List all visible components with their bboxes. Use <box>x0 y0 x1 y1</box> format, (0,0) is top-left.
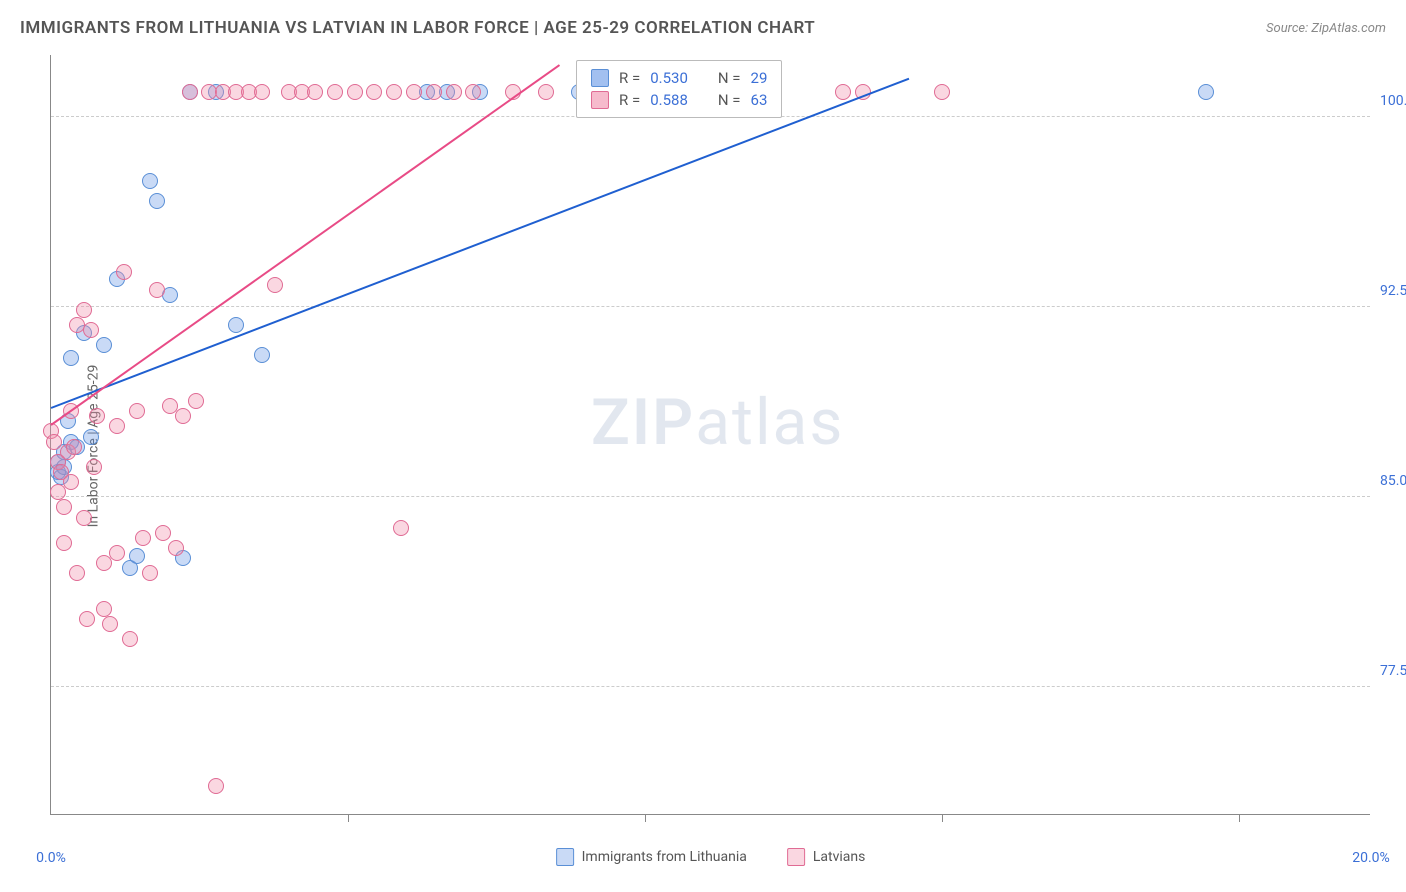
scatter-marker <box>129 403 145 419</box>
scatter-marker <box>86 459 102 475</box>
scatter-marker <box>109 418 125 434</box>
scatter-marker <box>83 429 99 445</box>
xtick-minor <box>645 814 646 822</box>
scatter-marker <box>135 530 151 546</box>
scatter-marker <box>69 565 85 581</box>
title-bar: IMMIGRANTS FROM LITHUANIA VS LATVIAN IN … <box>20 18 1386 38</box>
scatter-marker <box>168 540 184 556</box>
scatter-marker <box>96 337 112 353</box>
scatter-marker <box>102 616 118 632</box>
scatter-marker <box>347 84 363 100</box>
scatter-marker <box>76 302 92 318</box>
legend-label: Latvians <box>813 849 866 865</box>
r-value: 0.530 <box>650 69 688 87</box>
scatter-marker <box>96 555 112 571</box>
watermark: ZIPatlas <box>591 385 844 460</box>
trend-line <box>51 77 910 408</box>
scatter-marker <box>149 282 165 298</box>
scatter-marker <box>89 408 105 424</box>
scatter-marker <box>254 347 270 363</box>
stats-legend: R = 0.530 N = 29 R = 0.588 N = 63 <box>576 60 782 118</box>
scatter-marker <box>79 611 95 627</box>
scatter-marker <box>63 474 79 490</box>
scatter-marker <box>934 84 950 100</box>
scatter-marker <box>228 317 244 333</box>
xtick-label: 0.0% <box>36 850 66 866</box>
scatter-marker <box>122 631 138 647</box>
scatter-marker <box>76 510 92 526</box>
ytick-label: 85.0% <box>1380 473 1406 489</box>
scatter-marker <box>254 84 270 100</box>
legend-label: Immigrants from Lithuania <box>582 849 747 865</box>
scatter-marker <box>50 484 66 500</box>
r-value: 0.588 <box>650 91 688 109</box>
scatter-marker <box>109 545 125 561</box>
scatter-marker <box>538 84 554 100</box>
xtick-label: 20.0% <box>1352 850 1390 866</box>
scatter-marker <box>155 525 171 541</box>
scatter-marker <box>66 439 82 455</box>
scatter-marker <box>188 393 204 409</box>
scatter-marker <box>386 84 402 100</box>
ytick-label: 77.5% <box>1380 663 1406 679</box>
trend-line <box>50 65 559 426</box>
gridline <box>51 496 1370 497</box>
r-label: R = <box>619 91 640 109</box>
scatter-marker <box>446 84 462 100</box>
scatter-marker <box>1198 84 1214 100</box>
scatter-marker <box>182 84 198 100</box>
scatter-marker <box>426 84 442 100</box>
gridline <box>51 306 1370 307</box>
gridline <box>51 686 1370 687</box>
scatter-marker <box>142 565 158 581</box>
legend-swatch <box>591 69 609 87</box>
watermark-bold: ZIP <box>591 385 695 460</box>
scatter-marker <box>142 173 158 189</box>
scatter-marker <box>149 193 165 209</box>
scatter-marker <box>56 499 72 515</box>
n-label: N = <box>718 91 741 109</box>
watermark-rest: atlas <box>695 385 844 460</box>
series-legend: Immigrants from Lithuania Latvians <box>556 848 866 866</box>
n-value: 29 <box>751 69 768 87</box>
scatter-marker <box>63 350 79 366</box>
legend-swatch <box>591 91 609 109</box>
scatter-marker <box>406 84 422 100</box>
scatter-marker <box>267 277 283 293</box>
ytick-label: 92.5% <box>1380 283 1406 299</box>
scatter-marker <box>116 264 132 280</box>
legend-swatch <box>787 848 805 866</box>
scatter-marker <box>175 408 191 424</box>
scatter-marker <box>465 84 481 100</box>
stats-legend-row: R = 0.588 N = 63 <box>591 89 767 111</box>
legend-item: Immigrants from Lithuania <box>556 848 747 866</box>
ytick-label: 100.0% <box>1380 93 1406 109</box>
source-label: Source: ZipAtlas.com <box>1266 21 1386 36</box>
scatter-marker <box>327 84 343 100</box>
scatter-marker <box>129 548 145 564</box>
xtick-minor <box>1239 814 1240 822</box>
scatter-marker <box>835 84 851 100</box>
xtick-minor <box>348 814 349 822</box>
legend-swatch <box>556 848 574 866</box>
r-label: R = <box>619 69 640 87</box>
n-value: 63 <box>751 91 768 109</box>
scatter-marker <box>96 601 112 617</box>
scatter-marker <box>208 778 224 794</box>
scatter-marker <box>56 535 72 551</box>
scatter-marker <box>393 520 409 536</box>
scatter-marker <box>83 322 99 338</box>
xtick-minor <box>942 814 943 822</box>
chart-title: IMMIGRANTS FROM LITHUANIA VS LATVIAN IN … <box>20 18 815 38</box>
scatter-marker <box>366 84 382 100</box>
plot-area: ZIPatlas 77.5%85.0%92.5%100.0%0.0%20.0%R… <box>50 55 1370 815</box>
stats-legend-row: R = 0.530 N = 29 <box>591 67 767 89</box>
legend-item: Latvians <box>787 848 866 866</box>
n-label: N = <box>718 69 741 87</box>
scatter-marker <box>307 84 323 100</box>
